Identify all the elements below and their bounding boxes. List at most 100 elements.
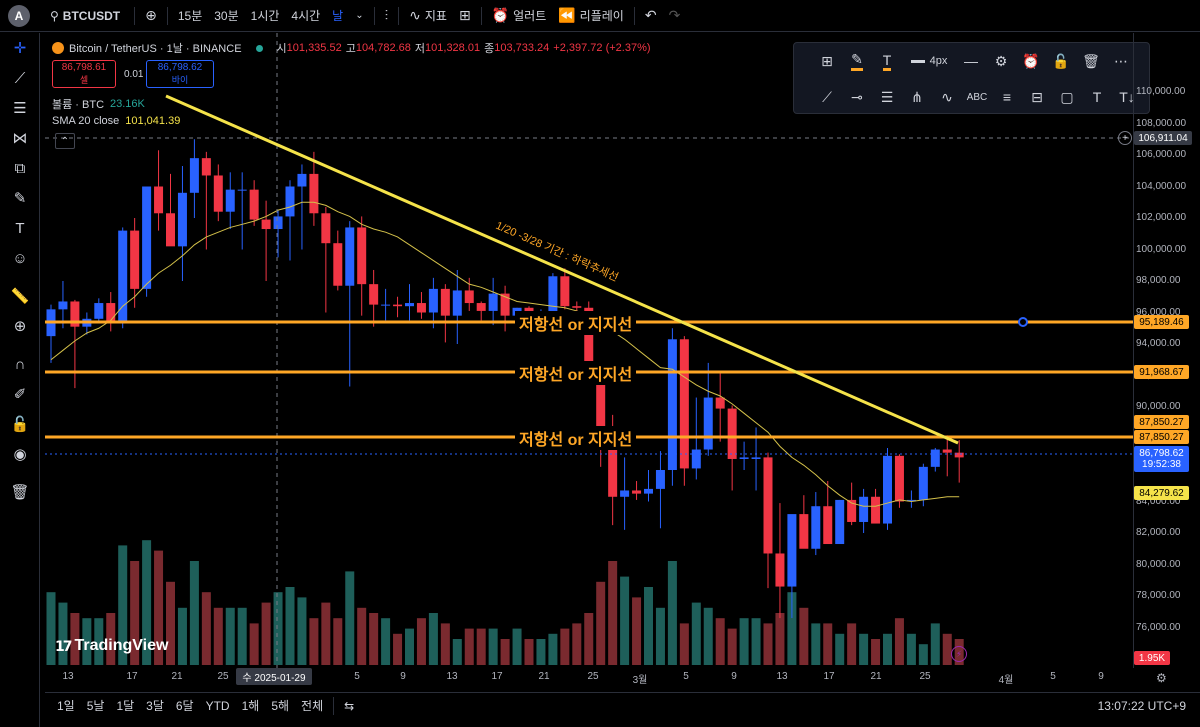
indicators-button[interactable]: ∿ 지표 (403, 0, 453, 32)
volume-bar (46, 592, 56, 665)
range-5y[interactable]: 5해 (271, 699, 290, 713)
magnet-tool[interactable]: ∩ (0, 349, 40, 379)
fib-button[interactable]: ≡ (992, 84, 1022, 110)
sell-button[interactable]: 86,798.61 셀 (52, 60, 116, 88)
trendline-button[interactable]: ⟋ (812, 84, 842, 110)
candle-body (201, 158, 211, 176)
chart-type-button[interactable]: ⫶ (379, 0, 395, 32)
zoom-tool[interactable]: ⊕ (0, 311, 40, 341)
emoji-tool[interactable]: ☺ (0, 243, 40, 273)
interval-dropdown[interactable]: ⌄ (349, 0, 369, 32)
brush-tool[interactable]: ✎ (0, 183, 40, 213)
stay-drawing-tool[interactable]: ✐ (0, 379, 40, 409)
line-style-button[interactable]: — (956, 48, 986, 74)
volume-bar (596, 581, 606, 665)
sell-label: 셀 (79, 75, 89, 85)
sma-legend[interactable]: SMA 20 close 101,041.39 (52, 115, 180, 127)
range-3m[interactable]: 3달 (146, 699, 164, 713)
range-1y[interactable]: 1해 (241, 699, 260, 713)
abc-pattern-button[interactable]: ABC (962, 84, 992, 110)
fib-tool[interactable]: ☰ (0, 93, 40, 123)
text-tool[interactable]: T (0, 213, 40, 243)
interval-30m[interactable]: 30분 (214, 9, 239, 23)
user-avatar[interactable]: A (8, 4, 30, 27)
pattern-tool[interactable]: ⋈ (0, 123, 40, 153)
legend-title[interactable]: Bitcoin / TetherUS · 1날 · BINANCE (69, 43, 242, 55)
undo-button[interactable]: ↶ (639, 0, 663, 32)
range-6m[interactable]: 6달 (175, 699, 194, 713)
price-axis[interactable] (1133, 33, 1200, 668)
divider (166, 6, 168, 25)
volume-legend[interactable]: 볼륨 · BTC 23.16K (52, 96, 145, 112)
price-tick-label: 104,000.00 (1136, 180, 1187, 192)
price-chart[interactable]: 1/20 -3/28 기간 : 하락추세선 (45, 33, 1133, 668)
compare-button[interactable]: ⊕ (139, 0, 163, 32)
alert-drawing-button[interactable]: ⏰ (1016, 48, 1046, 74)
volume-bar (237, 607, 247, 665)
remove-drawings-tool[interactable]: 🗑 (0, 477, 40, 507)
pitchfork-button[interactable]: ⋔ (902, 84, 932, 110)
symbol-search[interactable]: ⚲ BTCUSDT (44, 0, 130, 32)
text-color-button[interactable]: T (872, 48, 902, 74)
plus-icon: + (1122, 132, 1128, 144)
toolbar-row-2: ⟋ ⊸ ☰ ⋔ ∿ ABC ≡ ⊟ ▢ T T↓ (794, 79, 1149, 115)
text-icon: T (15, 219, 25, 237)
candle-body (835, 499, 845, 545)
collapse-legend-button[interactable]: ⌃ (55, 133, 75, 149)
text-size-button[interactable]: T↓ (1112, 84, 1142, 110)
templates-button[interactable]: ⊞ (812, 48, 842, 74)
sma-price-tag: 84,279.62 (1134, 486, 1189, 500)
level-handle[interactable] (1018, 317, 1028, 327)
spread-value: 0.01 (124, 69, 144, 80)
channel-icon: ☰ (880, 88, 894, 105)
candle-body (799, 514, 809, 549)
volume-bar (847, 623, 857, 665)
line-color-button[interactable]: ✎ (842, 48, 872, 74)
time-tick-label: 25 (217, 671, 229, 682)
tradingview-logo[interactable]: 𝟭𝟳 TradingView (55, 637, 168, 655)
alert-button[interactable]: ⏰ 얼러트 (486, 0, 553, 32)
range-all[interactable]: 전체 (301, 699, 324, 713)
lock-drawings-tool[interactable]: 🔓 (0, 409, 40, 439)
lightning-icon[interactable]: ⚡ (951, 646, 967, 662)
range-1m[interactable]: 1달 (116, 699, 135, 713)
settings-button[interactable]: ⚙ (986, 48, 1016, 74)
goto-date-button[interactable]: ⇆ (338, 699, 360, 713)
range-1d[interactable]: 1일 (57, 699, 75, 713)
lock-drawing-button[interactable]: 🔓 (1046, 48, 1076, 74)
interval-1d[interactable]: 날 (332, 9, 344, 23)
interval-1h[interactable]: 1시간 (250, 9, 280, 23)
trendline-tool[interactable]: ⟋ (0, 63, 40, 93)
layouts-button[interactable]: ⊞ (453, 0, 477, 32)
interval-15m[interactable]: 15분 (177, 9, 203, 23)
bitcoin-icon (52, 42, 64, 54)
candle-body (249, 189, 259, 220)
volume-bar (775, 613, 785, 665)
add-level-button[interactable]: + (1118, 131, 1132, 145)
candle-body (620, 490, 630, 497)
buy-button[interactable]: 86,798.62 바이 (146, 60, 214, 88)
delete-drawing-button[interactable]: 🗑 (1076, 48, 1106, 74)
settings-icon[interactable]: ⚙ (1156, 671, 1167, 685)
redo-button[interactable]: ↷ (663, 0, 687, 32)
parallel-channel-button[interactable]: ☰ (872, 84, 902, 110)
candle-body (751, 457, 761, 459)
buy-price: 86,798.62 (157, 62, 203, 73)
line-width-button[interactable]: 4px (902, 48, 956, 74)
rectangle-button[interactable]: ▢ (1052, 84, 1082, 110)
text-button[interactable]: T (1082, 84, 1112, 110)
horizontal-ray-button[interactable]: ⊸ (842, 84, 872, 110)
more-button[interactable]: ⋯ (1106, 48, 1136, 74)
replay-button[interactable]: ⏪ 리플레이 (552, 0, 630, 32)
hide-drawings-tool[interactable]: ◉ (0, 439, 40, 469)
range-5d[interactable]: 5날 (86, 699, 105, 713)
candle-body (918, 466, 928, 500)
forecast-tool[interactable]: ⧉ (0, 153, 40, 183)
gann-button[interactable]: ⊟ (1022, 84, 1052, 110)
clock[interactable]: 13:07:22 UTC+9 (1097, 698, 1186, 713)
interval-4h[interactable]: 4시간 (291, 9, 321, 23)
measure-tool[interactable]: 📏 (0, 281, 40, 311)
range-ytd[interactable]: YTD (205, 698, 230, 713)
crosshair-tool[interactable]: ✛ (0, 33, 40, 63)
wave-button[interactable]: ∿ (932, 84, 962, 110)
